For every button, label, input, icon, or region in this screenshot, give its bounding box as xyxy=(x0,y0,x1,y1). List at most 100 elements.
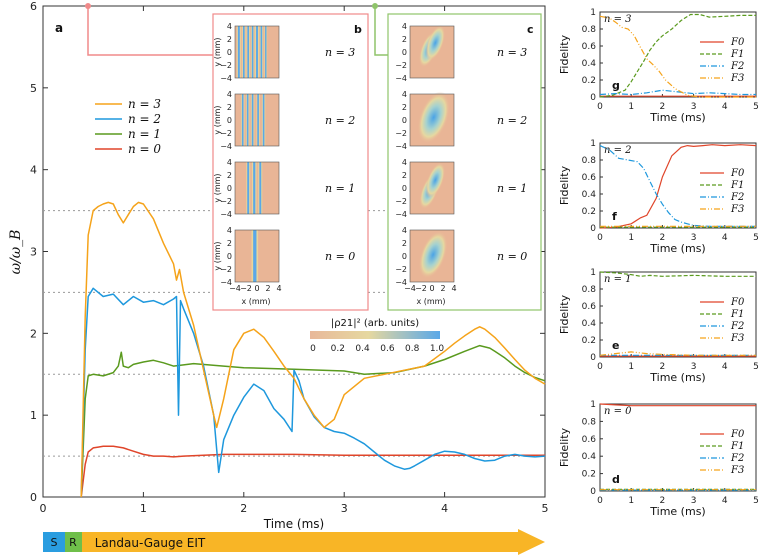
field-stripe xyxy=(259,162,262,214)
inset-y-tick: 0 xyxy=(402,252,407,261)
fidelity-x-label: Time (ms) xyxy=(649,505,705,518)
timeline-s-block xyxy=(43,532,65,552)
inset-y-tick: 0 xyxy=(402,48,407,57)
y-tick-label: 0.6 xyxy=(582,435,597,445)
x-tick-label: 0 xyxy=(597,102,603,112)
inset-y-tick: 2 xyxy=(227,35,232,44)
inset-y-tick: −4 xyxy=(220,142,232,151)
inset-y-tick: 2 xyxy=(402,35,407,44)
timeline-r-label: R xyxy=(69,536,77,549)
x-tick-label: 0 xyxy=(40,502,47,515)
inset-b-ylabel: y (mm) xyxy=(213,241,222,270)
legend-label: n = 3 xyxy=(128,97,161,111)
inset-b-x-tick: 4 xyxy=(276,284,281,293)
x-tick-label: 4 xyxy=(722,496,728,506)
fidelity-panel-letter: g xyxy=(612,79,620,92)
field-blob xyxy=(425,162,446,198)
x-tick-label: 3 xyxy=(691,496,697,506)
x-tick-label: 0 xyxy=(597,233,603,243)
y-tick-label: 0.6 xyxy=(582,173,597,183)
fidelity-legend-label: F3 xyxy=(730,465,744,476)
inset-b-ylabel: y (mm) xyxy=(213,173,222,202)
legend-label: n = 2 xyxy=(128,112,161,126)
x-tick-label: 4 xyxy=(441,502,448,515)
field-stripe xyxy=(237,26,240,78)
inset-y-tick: 4 xyxy=(402,226,407,235)
inset-y-tick: 2 xyxy=(227,103,232,112)
x-tick-label: 2 xyxy=(660,362,666,372)
fidelity-series-F1 xyxy=(599,13,756,98)
field-image-frame xyxy=(234,25,280,79)
inset-y-tick: −4 xyxy=(220,278,232,287)
x-tick-label: 0 xyxy=(597,362,603,372)
y-tick-label: 0.8 xyxy=(582,25,597,35)
inset-y-tick: −4 xyxy=(395,74,407,83)
inset-y-tick: −4 xyxy=(395,210,407,219)
fidelity-legend-label: F3 xyxy=(730,73,744,84)
colorbar-gradient xyxy=(310,331,440,339)
x-tick-label: 2 xyxy=(660,496,666,506)
y-tick-label: 0.4 xyxy=(582,59,597,69)
inset-y-tick: 2 xyxy=(402,171,407,180)
x-tick-label: 5 xyxy=(753,362,759,372)
x-tick-label: 4 xyxy=(722,233,728,243)
inset-y-tick: −2 xyxy=(220,61,232,70)
colorbar: |ρ21|² (arb. units) 0 0.2 0.4 0.6 0.8 1.0 xyxy=(310,318,444,354)
colorbar-tick: 0.2 xyxy=(331,344,345,354)
inset-c-xlabel: x (mm) xyxy=(416,297,445,306)
x-tick-label: 4 xyxy=(722,362,728,372)
inset-b-x-tick: −4 xyxy=(229,284,241,293)
connector-c xyxy=(374,6,388,56)
fidelity-frame xyxy=(599,403,757,492)
field-stripe xyxy=(262,94,265,146)
inset-y-tick: 2 xyxy=(402,103,407,112)
field-stripe xyxy=(257,94,259,146)
fidelity-series-F0 xyxy=(599,403,756,407)
x-tick-label: 2 xyxy=(660,102,666,112)
panel-label-a: a xyxy=(55,21,63,35)
field-image-b xyxy=(235,162,279,214)
fidelity-x-label: Time (ms) xyxy=(649,371,705,384)
field-stripe xyxy=(241,94,244,146)
fidelity-legend-label: F3 xyxy=(730,204,744,215)
y-tick-label: 5 xyxy=(30,82,37,95)
inset-y-tick: 0 xyxy=(227,184,232,193)
x-tick-label: 1 xyxy=(628,496,634,506)
fidelity-frame xyxy=(599,271,757,358)
x-tick-label: 3 xyxy=(691,362,697,372)
inset-b-x-tick: 0 xyxy=(254,284,259,293)
fidelity-legend-label: F0 xyxy=(730,37,745,48)
inset-y-tick: −2 xyxy=(395,61,407,70)
x-tick-label: 4 xyxy=(722,102,728,112)
marker-c xyxy=(372,3,378,9)
fidelity-panel-d: 0 1 2 3 4 5 0 0.2 0.4 0.6 0.8 1 Time (ms) Fidelity n =… xyxy=(558,400,759,518)
field-stripe xyxy=(253,230,257,282)
inset-y-tick: 0 xyxy=(227,48,232,57)
field-blob xyxy=(418,230,448,279)
main-ticks: 0 1 2 3 4 5 0 1 2 3 4 5 6 xyxy=(30,0,549,515)
inset-y-tick: 2 xyxy=(227,239,232,248)
inset-y-tick: −2 xyxy=(220,129,232,138)
field-stripe xyxy=(247,26,250,78)
main-x-axis-label: Time (ms) xyxy=(263,517,325,531)
inset-b-ylabel: y (mm) xyxy=(213,105,222,134)
inset-c-x-tick: −2 xyxy=(415,284,427,293)
inset-y-tick: 4 xyxy=(227,226,232,235)
inset-y-tick: −4 xyxy=(395,142,407,151)
x-tick-label: 5 xyxy=(542,502,549,515)
field-image-frame xyxy=(234,229,280,283)
legend-label: n = 1 xyxy=(128,127,161,141)
y-tick-label: 0 xyxy=(590,487,596,497)
field-stripe xyxy=(260,26,263,78)
fidelity-series-F3 xyxy=(599,15,756,98)
inset-y-tick: −2 xyxy=(395,197,407,206)
y-tick-label: 0.8 xyxy=(582,285,597,295)
y-tick-label: 0 xyxy=(590,93,596,103)
fidelity-panel-letter: e xyxy=(612,339,619,352)
series-line-n3 xyxy=(80,201,546,498)
y-tick-label: 0.4 xyxy=(582,190,597,200)
inset-y-tick: 0 xyxy=(402,116,407,125)
y-tick-label: 0 xyxy=(590,353,596,363)
